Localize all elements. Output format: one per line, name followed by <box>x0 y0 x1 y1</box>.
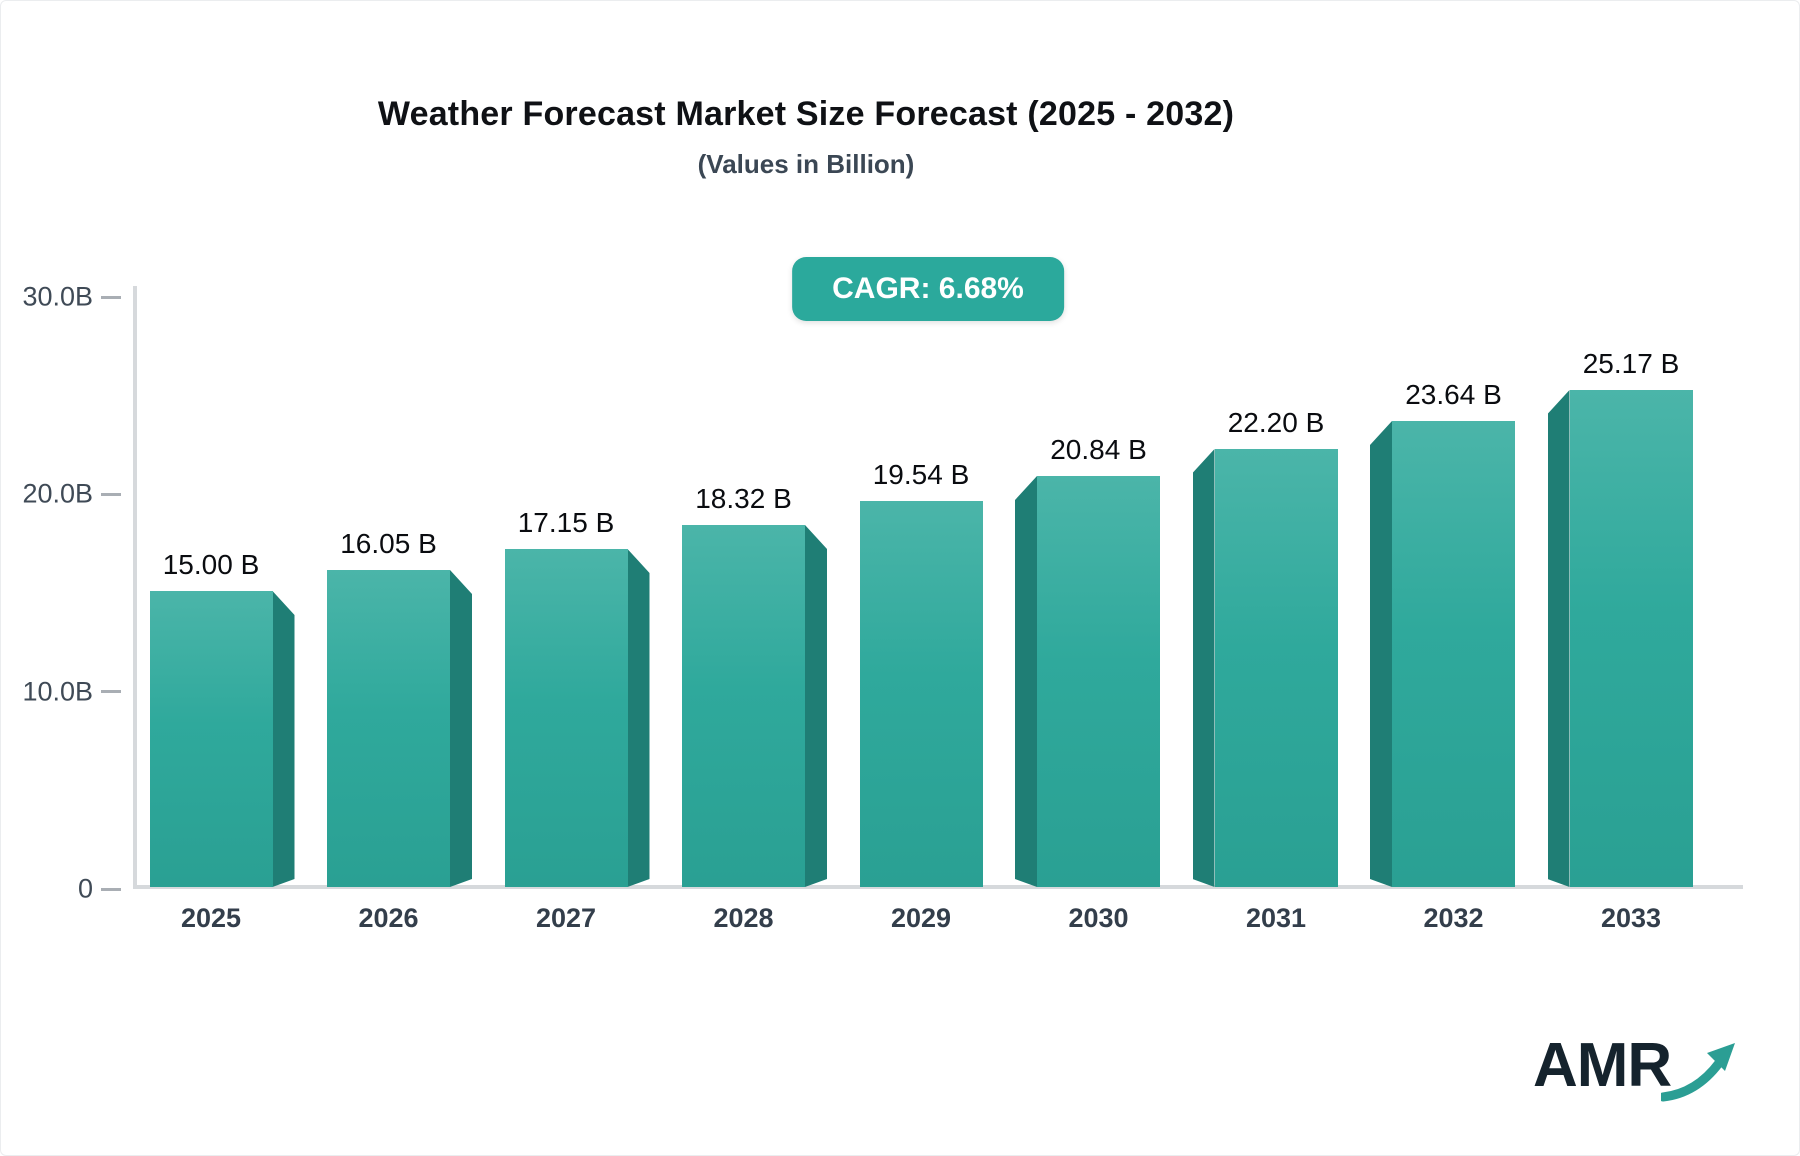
bar-value-label: 25.17 B <box>1582 348 1680 379</box>
y-tick-mark <box>101 887 121 891</box>
bar-2031 <box>1214 449 1338 887</box>
bar-3d-side <box>450 570 472 887</box>
y-axis-line <box>133 286 137 889</box>
y-tick-label: 20.0B <box>22 478 93 509</box>
bar-value-label: 22.20 B <box>1227 407 1325 438</box>
bar-2026 <box>327 570 450 887</box>
y-tick-mark <box>101 492 121 496</box>
bar-value-label: 17.15 B <box>517 507 615 538</box>
amr-logo-text: AMR <box>1533 1031 1672 1100</box>
bar-value-label: 16.05 B <box>340 528 437 559</box>
y-tick-label: 0 <box>77 873 93 904</box>
bar-3d-side <box>1370 421 1392 887</box>
amr-logo: AMR <box>1533 1035 1745 1103</box>
y-tick-mark <box>101 690 121 694</box>
y-tick-label: 10.0B <box>22 676 93 707</box>
bar-value-label: 23.64 B <box>1405 379 1502 410</box>
chart-title: Weather Forecast Market Size Forecast (2… <box>377 95 1235 133</box>
bar-2029 <box>859 501 983 887</box>
bar-3d-side <box>1548 390 1570 887</box>
plot-area: 15.00 B 16.05 B 17.15 B 18.32 B 19.54 B 20.84… <box>133 286 1743 889</box>
x-tick-label: 2033 <box>1600 903 1662 933</box>
y-tick-mark <box>101 295 121 299</box>
x-tick-label: 2030 <box>1068 903 1129 933</box>
cagr-badge: CAGR: 6.68% <box>792 257 1064 321</box>
x-tick-label: 2029 <box>890 903 952 933</box>
bar-2032 <box>1392 421 1515 887</box>
bar-2028 <box>682 525 805 887</box>
bar-2025 <box>149 591 273 887</box>
bar-3d-side <box>1193 449 1215 887</box>
bar-2033 <box>1569 390 1693 887</box>
bar-value-label: 15.00 B <box>162 549 260 580</box>
bar-3d-side <box>628 549 650 887</box>
chart-subtitle: (Values in Billion) <box>697 149 915 179</box>
bar-2027 <box>504 549 628 887</box>
bar-3d-side <box>273 591 295 887</box>
x-tick-label: 2025 <box>180 903 242 933</box>
bar-value-label: 18.32 B <box>695 483 792 514</box>
bar-2030 <box>1037 476 1160 887</box>
x-tick-label: 2026 <box>358 903 419 933</box>
x-axis-line <box>133 885 1743 889</box>
bar-value-label: 20.84 B <box>1050 434 1147 465</box>
x-tick-label: 2027 <box>535 903 597 933</box>
bar-3d-side <box>1015 476 1037 887</box>
growth-arrow-icon <box>1661 1043 1736 1102</box>
bar-3d-side <box>805 525 827 887</box>
bar-value-label: 19.54 B <box>872 459 970 490</box>
x-tick-label: 2032 <box>1423 903 1484 933</box>
x-tick-label: 2031 <box>1245 903 1307 933</box>
x-tick-label: 2028 <box>713 903 774 933</box>
y-tick-label: 30.0B <box>22 281 93 312</box>
